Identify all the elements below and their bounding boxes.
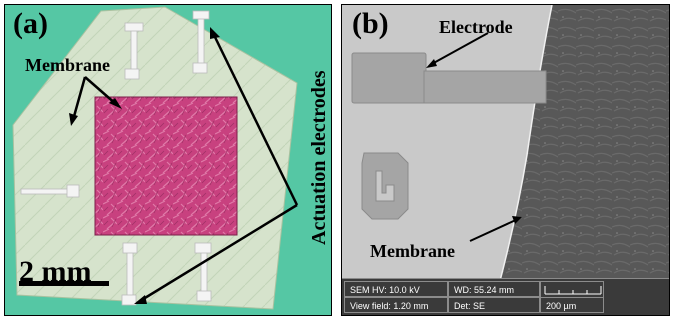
sem-scale-text: 200 µm xyxy=(540,297,604,313)
sem-view-field: View field: 1.20 mm xyxy=(344,297,448,313)
alignment-mark xyxy=(361,152,409,220)
panel-b-drawing xyxy=(342,5,669,315)
membrane-label-a: Membrane xyxy=(25,55,110,75)
panel-b-label: (b) xyxy=(352,7,389,40)
electrode-label: Electrode xyxy=(439,17,513,37)
sem-wd: WD: 55.24 mm xyxy=(448,281,540,297)
sem-info-bar: SEM HV: 10.0 kV WD: 55.24 mm View field:… xyxy=(342,278,669,315)
sem-hv: SEM HV: 10.0 kV xyxy=(344,281,448,297)
sem-scale-bar xyxy=(540,281,604,297)
panel-a-label: (a) xyxy=(13,7,48,40)
membrane-label-b: Membrane xyxy=(370,241,455,261)
electrodes xyxy=(20,10,212,306)
panel-a-optical-image: (a) Membrane 2 mm Actuation electrodes xyxy=(4,4,332,316)
actuation-electrodes-label: Actuation electrodes xyxy=(308,70,330,245)
electrode-shape xyxy=(351,52,547,104)
panel-a-drawing xyxy=(12,6,299,310)
scale-bar-text: 2 mm xyxy=(19,255,92,288)
membrane-window xyxy=(94,96,238,236)
sem-scale-ticks xyxy=(544,286,602,295)
sem-detector: Det: SE xyxy=(448,297,540,313)
scale-bar-a xyxy=(19,281,109,286)
panel-b-sem-image: (b) Electrode Membrane SEM HV: 10.0 kV W… xyxy=(341,4,670,316)
